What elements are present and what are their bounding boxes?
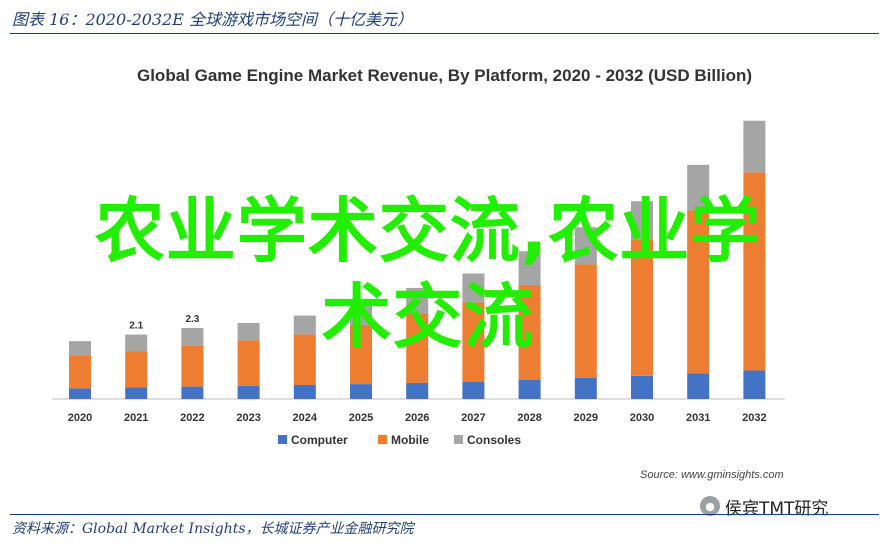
x-tick-label: 2023 [236, 412, 260, 424]
bar-computer-2020 [69, 388, 91, 399]
bar-mobile-2021 [125, 351, 148, 388]
footer-source: 资料来源：Global Market Insights，长城证券产业金融研究院 [12, 521, 414, 537]
bar-mobile-2023 [237, 340, 260, 386]
x-tick-label: 2032 [742, 412, 766, 424]
bar-consoles-2029 [574, 227, 597, 265]
x-tick-label: 2024 [293, 412, 318, 424]
legend-label-mobile: Mobile [391, 433, 429, 447]
bar-mobile-2020 [69, 355, 91, 389]
bar-mobile-2022 [181, 345, 204, 387]
chart-source-note: Source: www.gminsights.com [640, 469, 784, 481]
bar-consoles-2022 [181, 327, 204, 346]
bar-mobile-2027 [462, 302, 485, 382]
x-tick-label: 2025 [349, 412, 373, 424]
wechat-icon: ● [700, 496, 720, 516]
data-label-2022: 2.3 [185, 314, 199, 325]
x-tick-label: 2022 [180, 412, 204, 424]
legend-swatch-computer [278, 435, 287, 444]
bar-consoles-2027 [462, 273, 485, 303]
bar-consoles-2030 [631, 201, 653, 240]
bar-mobile-2032 [743, 172, 766, 371]
bar-mobile-2026 [406, 313, 429, 383]
bar-computer-2021 [125, 387, 148, 399]
bar-computer-2031 [687, 373, 710, 399]
footer-divider [10, 514, 879, 515]
bar-computer-2026 [406, 382, 429, 399]
bar-consoles-2020 [69, 341, 91, 356]
bar-consoles-2024 [293, 315, 316, 335]
bar-computer-2023 [237, 385, 260, 399]
bar-mobile-2031 [687, 210, 710, 374]
bar-computer-2025 [350, 384, 372, 399]
bar-computer-2030 [631, 375, 653, 399]
x-tick-label: 2030 [630, 412, 654, 424]
bar-consoles-2021 [125, 334, 148, 352]
bar-mobile-2024 [293, 334, 316, 385]
wechat-badge: ● 侯宾TMT研究 [700, 495, 829, 519]
bar-computer-2029 [574, 377, 597, 399]
x-tick-label: 2028 [517, 412, 541, 424]
bar-consoles-2025 [350, 302, 372, 326]
bar-computer-2032 [743, 370, 766, 399]
chart-title: Global Game Engine Market Revenue, By Pl… [136, 66, 752, 85]
bar-mobile-2028 [518, 285, 541, 381]
legend-label-consoles: Consoles [467, 433, 521, 447]
bar-consoles-2032 [743, 120, 766, 173]
bar-computer-2022 [181, 386, 204, 399]
bar-consoles-2028 [518, 251, 541, 286]
x-tick-label: 2027 [461, 412, 485, 424]
bar-computer-2028 [518, 380, 541, 399]
bar-mobile-2029 [574, 264, 597, 378]
legend-swatch-consoles [454, 435, 463, 444]
legend-label-computer: Computer [291, 433, 348, 447]
wechat-account-name: 侯宾TMT研究 [725, 498, 829, 519]
bar-computer-2024 [293, 384, 316, 399]
x-tick-label: 2026 [405, 412, 429, 424]
bar-computer-2027 [462, 381, 485, 399]
legend-swatch-mobile [378, 435, 387, 444]
bar-mobile-2025 [350, 325, 372, 385]
bar-consoles-2031 [687, 164, 710, 211]
x-tick-label: 2020 [68, 412, 92, 424]
bar-consoles-2026 [406, 287, 429, 314]
x-tick-label: 2021 [124, 412, 148, 424]
x-tick-label: 2029 [574, 412, 598, 424]
header-divider [10, 33, 879, 34]
x-tick-label: 2031 [686, 412, 710, 424]
figure-caption: 图表 16：2020-2032E 全球游戏市场空间（十亿美元） [12, 10, 414, 29]
bar-mobile-2030 [631, 239, 653, 376]
data-label-2021: 2.1 [129, 321, 143, 332]
bar-consoles-2023 [237, 323, 260, 341]
